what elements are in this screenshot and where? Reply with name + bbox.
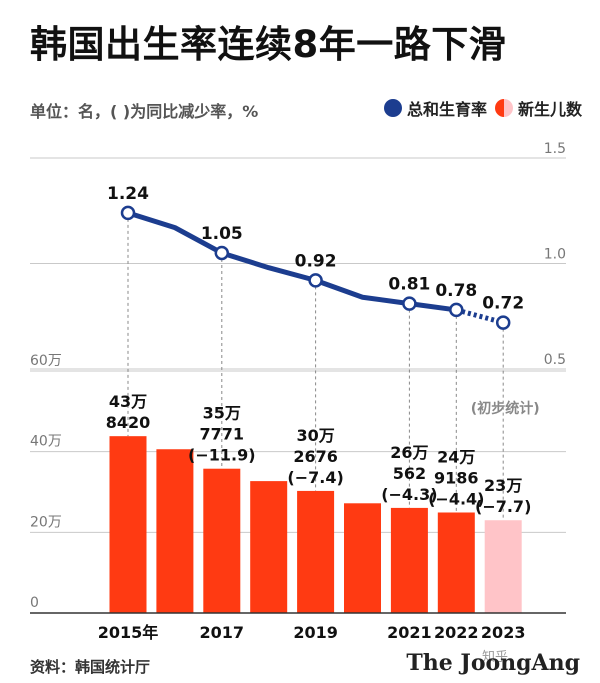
births-data-label: 23万	[484, 476, 522, 495]
births-axis-tick: 0	[30, 595, 39, 611]
rate-axis-tick: 1.0	[544, 247, 566, 263]
births-data-label: (−4.3)	[381, 485, 437, 504]
births-data-label: (−7.7)	[475, 497, 531, 516]
rate-data-label: 1.24	[107, 184, 149, 204]
legend-rate: 总和生育率	[383, 96, 487, 120]
legend-births-label: 新生儿数	[517, 100, 582, 119]
births-axis-tick: 60万	[30, 353, 62, 369]
births-bar	[344, 503, 381, 613]
births-bar	[109, 436, 147, 613]
births-data-label: 24万	[437, 447, 475, 466]
births-data-label: 562	[393, 464, 426, 483]
legend: 总和生育率 新生儿数	[383, 96, 582, 120]
births-data-label: 2676	[293, 447, 338, 466]
births-bar	[250, 481, 288, 613]
chart-title: 韩国出生率连续8年一路下滑	[30, 23, 507, 66]
x-tick-label: 2019	[293, 623, 338, 642]
births-data-label: (−7.4)	[287, 468, 343, 487]
brand-logo: The JoongAng	[406, 650, 580, 676]
unit-note: 单位：名，( )为同比减少率，%	[30, 102, 259, 121]
births-bar	[390, 507, 428, 613]
rate-point	[449, 302, 464, 318]
rate-point	[495, 315, 511, 330]
rate-axis-tick: 1.5	[544, 141, 566, 157]
births-data-label: 43万	[109, 392, 147, 411]
x-tick-label: 2023	[481, 623, 526, 642]
x-tick-label: 2015年	[98, 623, 159, 642]
watermark: 知乎	[481, 650, 508, 665]
rate-data-label: 1.05	[201, 224, 243, 244]
rate-data-label: 0.72	[482, 294, 524, 314]
rate-line-preliminary	[455, 307, 504, 325]
rate-axis-tick: 0.5	[544, 352, 566, 368]
legend-births: 新生儿数	[494, 96, 582, 120]
births-bar	[203, 468, 241, 613]
births-bar	[437, 512, 475, 613]
births-data-label: 26万	[390, 443, 428, 462]
legend-rate-swatch	[383, 99, 402, 117]
births-bar	[156, 449, 194, 613]
births-data-label: 9186	[434, 468, 479, 487]
x-tick-label: 2021	[387, 623, 432, 642]
rate-data-label: 0.92	[295, 251, 337, 271]
births-data-label: 35万	[203, 404, 241, 423]
legend-births-swatch	[494, 99, 513, 117]
preliminary-note: (初步统计)	[471, 400, 540, 417]
births-axis-tick: 40万	[30, 434, 62, 450]
rate-line	[127, 210, 457, 313]
rate-point	[120, 205, 136, 221]
rate-data-label: 0.78	[435, 281, 477, 301]
x-tick-label: 2022	[434, 623, 479, 642]
rate-point	[214, 245, 230, 261]
x-tick-label: 2017	[200, 623, 245, 642]
rate-point	[402, 296, 417, 311]
births-data-label: (−4.4)	[428, 489, 484, 508]
births-bar	[297, 490, 335, 613]
births-data-label: 8420	[106, 413, 151, 432]
legend-rate-label: 总和生育率	[406, 100, 487, 119]
births-axis-tick: 20万	[30, 514, 62, 530]
births-data-label: 30万	[296, 426, 334, 445]
births-bar	[484, 520, 522, 613]
source-note: 资料：韩国统计厅	[30, 658, 151, 676]
rate-data-label: 0.81	[388, 275, 430, 295]
rate-point	[308, 273, 323, 288]
births-data-label: 7771	[200, 425, 245, 444]
births-data-label: (−11.9)	[188, 446, 256, 465]
